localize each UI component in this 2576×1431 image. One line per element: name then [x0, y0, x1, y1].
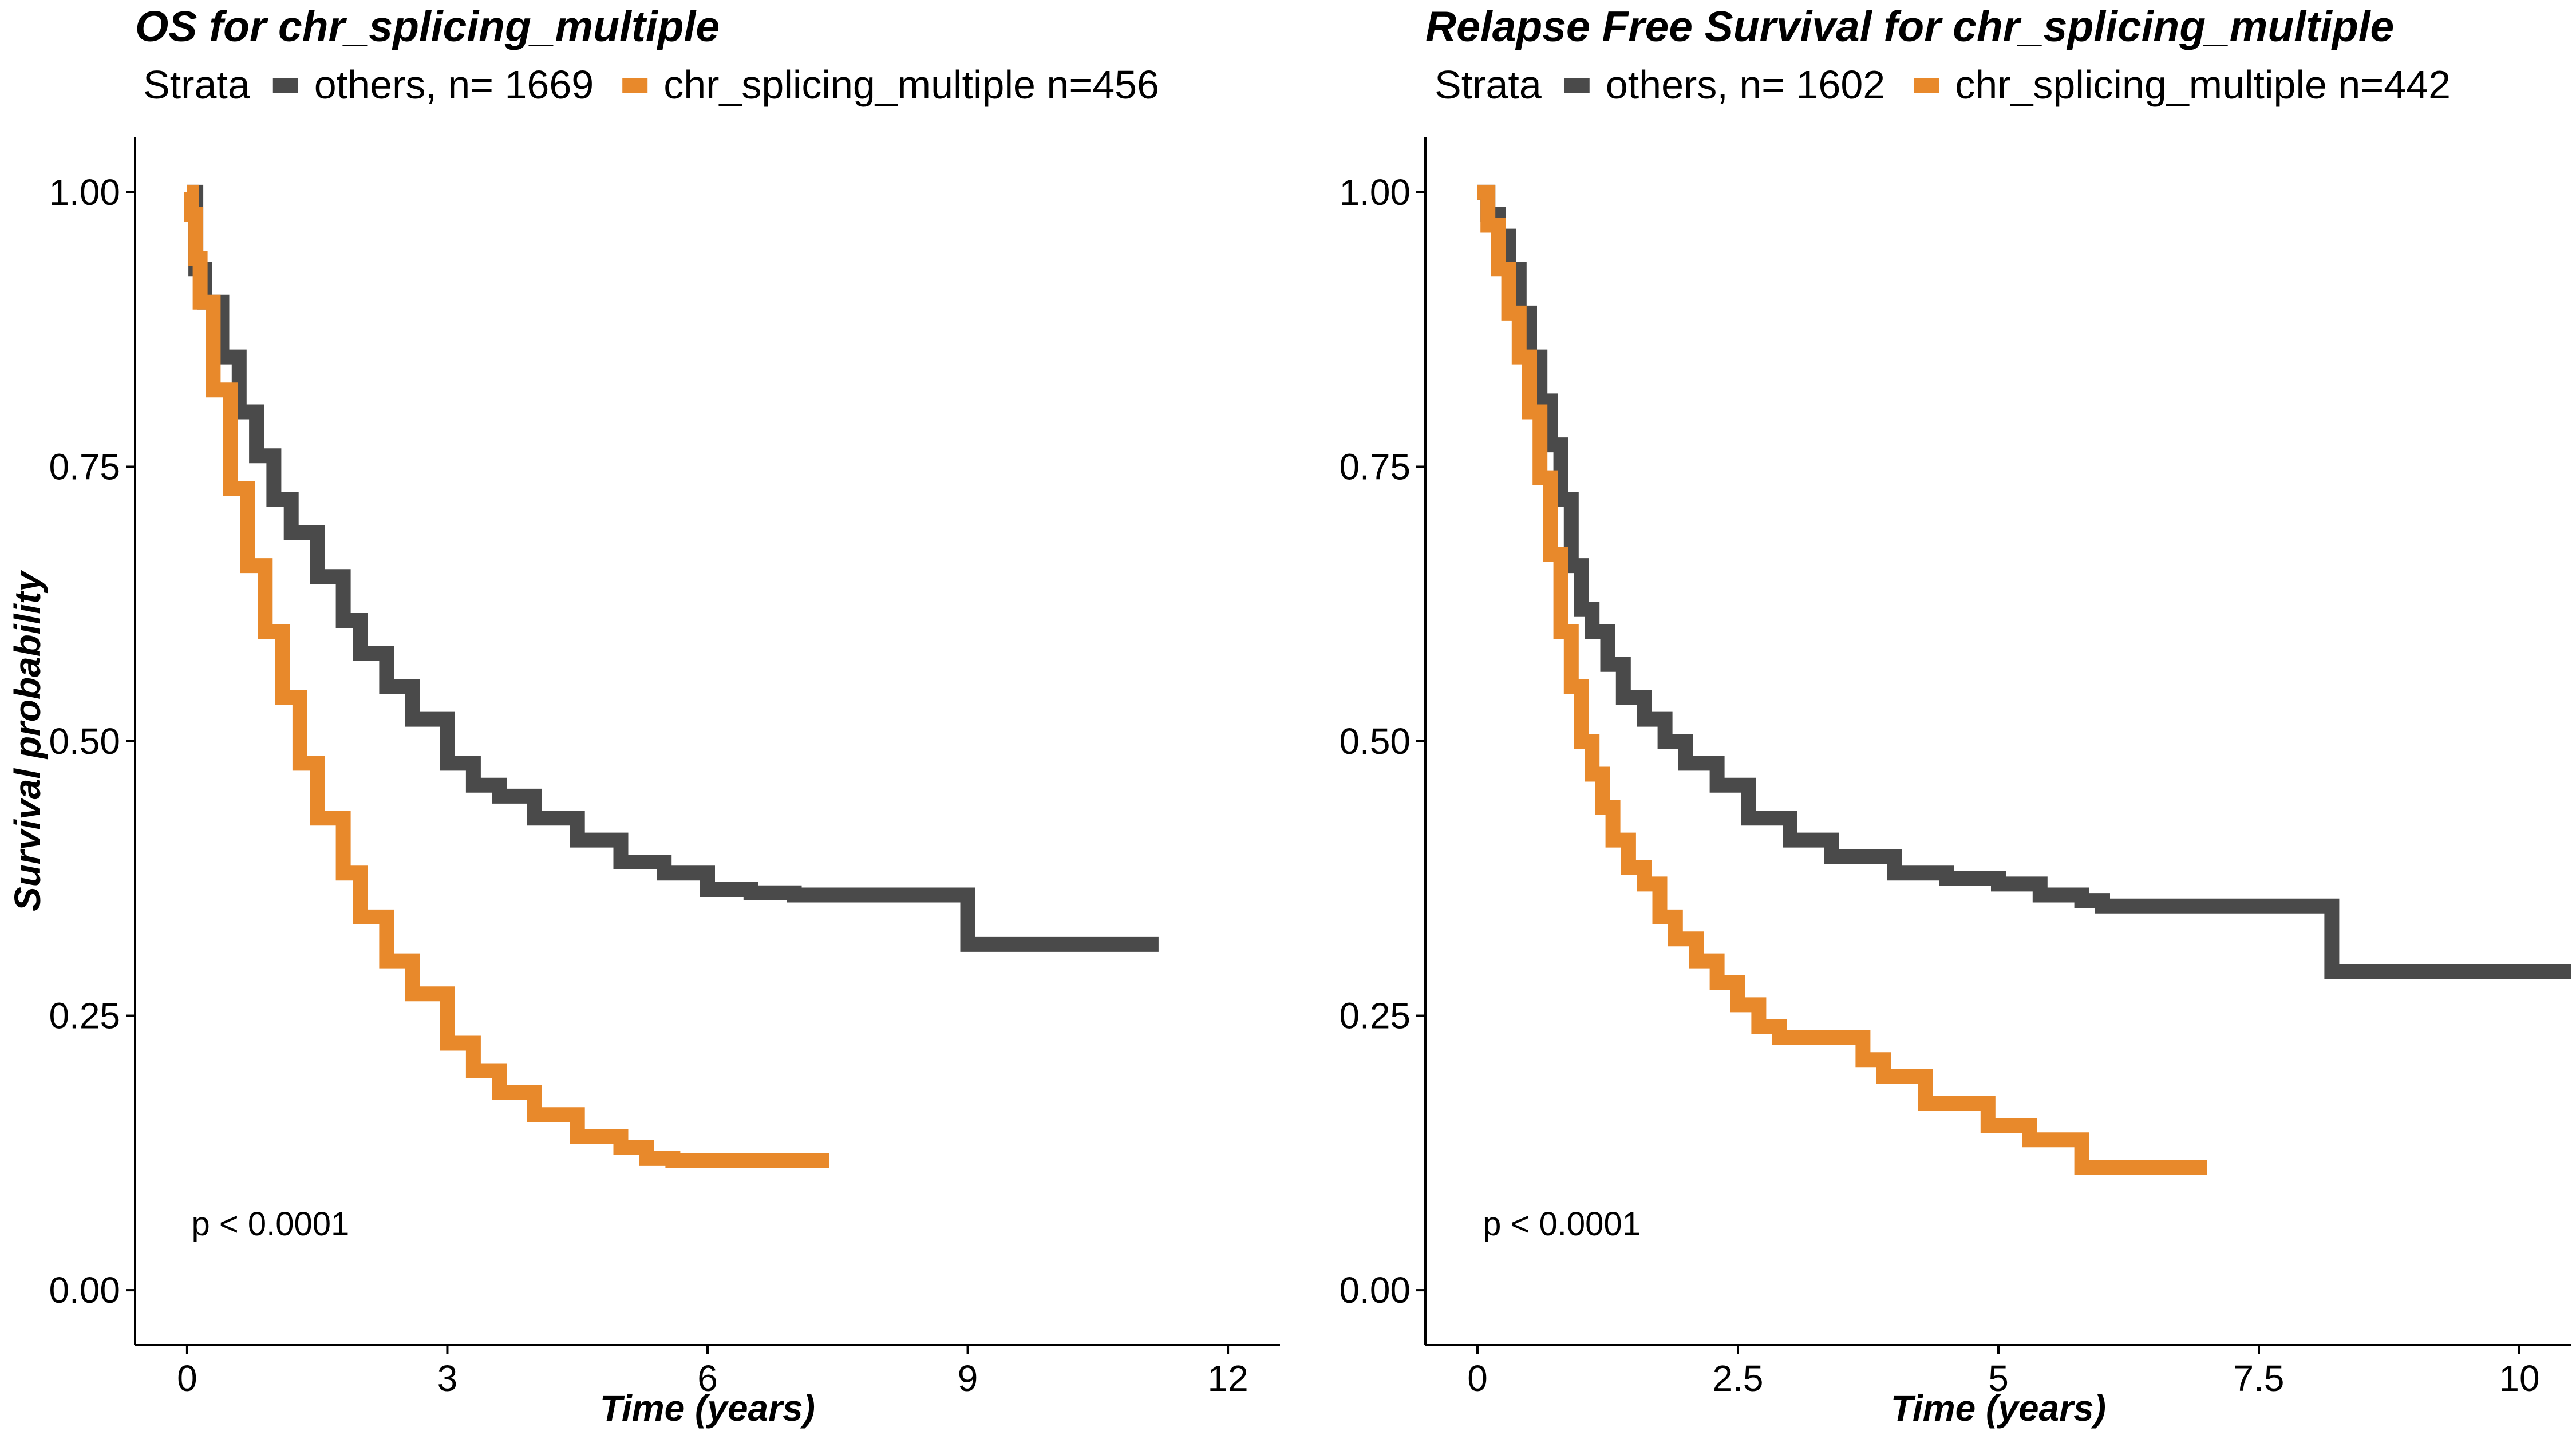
y-tick-label: 1.00 [49, 172, 120, 213]
legend-key-2 [1914, 78, 1939, 93]
y-tick-label: 1.00 [1339, 172, 1411, 213]
legend: Strata others, n= 1669 chr_splicing_multip… [143, 62, 1159, 107]
p-value-annotation: p < 0.0001 [1483, 1205, 1641, 1243]
x-tick-label: 3 [437, 1358, 458, 1399]
x-axis-title: Time (years) [600, 1387, 815, 1429]
y-tick-label: 0.75 [1339, 446, 1411, 487]
x-tick-label: 9 [958, 1358, 978, 1399]
survival-curve-2 [184, 184, 829, 1168]
legend-label-1: others, n= 1602 [1606, 62, 1885, 107]
legend-key-2 [622, 78, 648, 93]
y-axis-title: Survival probability [7, 570, 48, 911]
chart-panel-1: OS for chr_splicing_multiple Strata others… [7, 2, 1280, 1429]
y-tick-label: 0.50 [49, 721, 120, 762]
survival-curve-1 [187, 184, 1159, 952]
chart-title: OS for chr_splicing_multiple [135, 2, 720, 50]
legend-key-1 [1564, 78, 1590, 93]
legend: Strata others, n= 1602 chr_splicing_multip… [1435, 62, 2451, 107]
legend-label-1: others, n= 1669 [314, 62, 594, 107]
chart-title: Relapse Free Survival for chr_splicing_m… [1425, 2, 2394, 50]
x-tick-label: 10 [2499, 1358, 2539, 1399]
y-tick-label: 0.25 [1339, 995, 1411, 1037]
survival-curve-2 [1477, 184, 2207, 1175]
legend-label-2: chr_splicing_multiple n=442 [1955, 62, 2451, 107]
x-tick-label: 12 [1207, 1358, 1248, 1399]
survival-curve-1 [1477, 184, 2571, 979]
x-tick-label: 0 [177, 1358, 197, 1399]
y-tick-label: 0.50 [1339, 721, 1411, 762]
x-tick-label: 0 [1467, 1358, 1488, 1399]
legend-label-2: chr_splicing_multiple n=456 [663, 62, 1159, 107]
legend-title: Strata [1435, 62, 1542, 107]
x-axis-title: Time (years) [1891, 1387, 2106, 1429]
y-tick-label: 0.00 [49, 1270, 120, 1311]
x-tick-label: 5 [1988, 1358, 2009, 1399]
legend-title: Strata [143, 62, 250, 107]
p-value-annotation: p < 0.0001 [191, 1205, 349, 1243]
legend-key-1 [272, 78, 298, 93]
y-tick-label: 0.75 [49, 446, 120, 487]
chart-panel-2: Relapse Free Survival for chr_splicing_m… [1339, 2, 2571, 1429]
y-tick-label: 0.25 [49, 995, 120, 1037]
x-tick-label: 7.5 [2234, 1358, 2285, 1399]
x-tick-label: 6 [697, 1358, 718, 1399]
y-tick-label: 0.00 [1339, 1270, 1411, 1311]
x-tick-label: 2.5 [1713, 1358, 1764, 1399]
